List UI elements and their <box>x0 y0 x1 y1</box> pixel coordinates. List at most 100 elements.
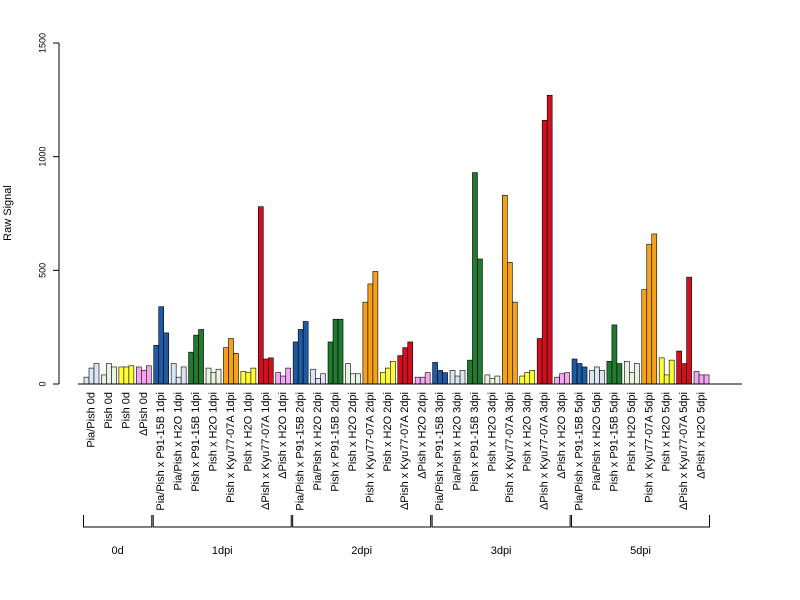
timepoint-bracket <box>571 515 711 528</box>
timepoint-label: 2dpi <box>351 545 372 557</box>
bar <box>432 362 438 385</box>
y-tick-label: 1000 <box>37 147 47 167</box>
bar <box>564 372 570 385</box>
x-tick-label: Pia/Pish x H2O 1dpi <box>173 392 185 490</box>
bar <box>449 370 456 385</box>
bar <box>153 345 160 385</box>
bar <box>380 372 386 385</box>
bar <box>693 371 700 385</box>
bar <box>402 347 409 385</box>
bar <box>106 363 112 385</box>
bar <box>489 378 496 385</box>
bar <box>320 373 326 385</box>
bar <box>494 375 501 385</box>
bar <box>280 375 287 385</box>
bar <box>641 289 648 385</box>
y-tick-label: 500 <box>37 263 47 278</box>
bar <box>245 372 252 385</box>
timepoint-label: 1dpi <box>212 545 233 557</box>
bar <box>140 370 147 385</box>
bar <box>571 358 578 385</box>
x-tick-label: Pish x Kyu77-07A 5dpi <box>643 392 655 503</box>
y-axis: 0 500 1000 1500 <box>37 33 60 387</box>
x-tick-label: Pish x H2O 5dpi <box>626 392 638 471</box>
x-tick-label: Pish x H2O 2dpi <box>347 392 359 471</box>
bar <box>88 367 95 385</box>
x-tick-label: Pish x P91-15B 3dpi <box>469 392 481 492</box>
bar <box>541 119 548 385</box>
bar <box>686 276 692 385</box>
bar <box>345 363 351 385</box>
x-tick-label: Pish x Kyu77-07A 2dpi <box>364 392 376 503</box>
bar <box>467 359 473 385</box>
x-tick-label: Pish x H2O 1dpi <box>208 392 220 471</box>
bar <box>629 372 635 385</box>
bar <box>658 357 665 385</box>
bars-layer <box>83 94 710 385</box>
bar <box>599 370 605 385</box>
x-tick-label: Pish x P91-15B 1dpi <box>190 392 202 492</box>
bar <box>180 366 187 385</box>
bar <box>367 283 374 385</box>
x-tick-label: ΔPish x Kyu77-07A 5dpi <box>678 392 690 510</box>
x-tick-label: Pia/Pish x P91-15B 2dpi <box>295 392 307 511</box>
x-tick-label: Pish x H2O 3dpi <box>486 392 498 471</box>
bar <box>285 367 292 385</box>
bar <box>223 347 229 385</box>
bar <box>188 351 194 385</box>
bar <box>414 376 421 385</box>
bar <box>559 373 565 385</box>
timepoint-label: 0d <box>112 545 124 557</box>
x-tick-label: Pish x P91-15B 2dpi <box>330 392 342 492</box>
bar <box>93 363 100 385</box>
bar <box>594 366 600 385</box>
bar <box>611 324 618 385</box>
x-tick-label: Pish x P91-15B 5dpi <box>608 392 620 492</box>
y-tick-label: 1500 <box>37 33 47 53</box>
x-tick-label: Pia/Pish x P91-15B 5dpi <box>574 392 586 511</box>
bar <box>529 370 536 385</box>
bar <box>502 195 508 385</box>
bar <box>390 360 396 385</box>
bar <box>123 366 130 385</box>
bar <box>676 350 682 385</box>
x-tick-label: Pish x H2O 2dpi <box>382 392 394 471</box>
bar <box>315 378 321 385</box>
bar <box>512 301 518 385</box>
bar <box>651 233 658 385</box>
bar <box>663 374 670 385</box>
bar <box>292 341 299 385</box>
bar <box>407 341 414 385</box>
x-tick-label: Pish x Kyu77-07A 3dpi <box>504 392 516 503</box>
bar <box>519 375 526 385</box>
bar <box>158 306 165 385</box>
x-tick-label: Pish 0d <box>120 392 132 429</box>
x-tick-label: ΔPish x H2O 1dpi <box>277 392 289 479</box>
bar <box>385 367 391 385</box>
bar <box>297 329 304 385</box>
bar <box>424 372 431 385</box>
x-tick-label: ΔPish x Kyu77-07A 2dpi <box>399 392 411 510</box>
bar <box>257 206 264 385</box>
timepoint-label: 3dpi <box>491 545 512 557</box>
bar <box>233 353 239 385</box>
bar <box>240 371 247 385</box>
x-tick-label: ΔPish x H2O 5dpi <box>696 392 708 479</box>
bar <box>135 366 142 385</box>
x-tick-label: Pia/Pish x H2O 2dpi <box>312 392 324 490</box>
bar <box>616 363 623 385</box>
x-tick-label: Pish x Kyu77-07A 1dpi <box>225 392 237 503</box>
bar <box>310 368 316 385</box>
y-tick-label: 0 <box>37 381 47 386</box>
x-tick-label: Pish x H2O 1dpi <box>242 392 254 471</box>
bar <box>484 374 491 385</box>
bar <box>442 372 448 385</box>
bar <box>118 366 125 385</box>
bar <box>332 318 339 385</box>
bar <box>215 368 222 385</box>
timepoint-brackets: 0d 1dpi 2dpi 3dpi 5dpi <box>83 515 711 557</box>
x-tick-label: Pia/Pish x P91-15B 3dpi <box>434 392 446 511</box>
bar <box>397 355 404 385</box>
bar <box>372 271 379 385</box>
bar <box>589 370 595 385</box>
